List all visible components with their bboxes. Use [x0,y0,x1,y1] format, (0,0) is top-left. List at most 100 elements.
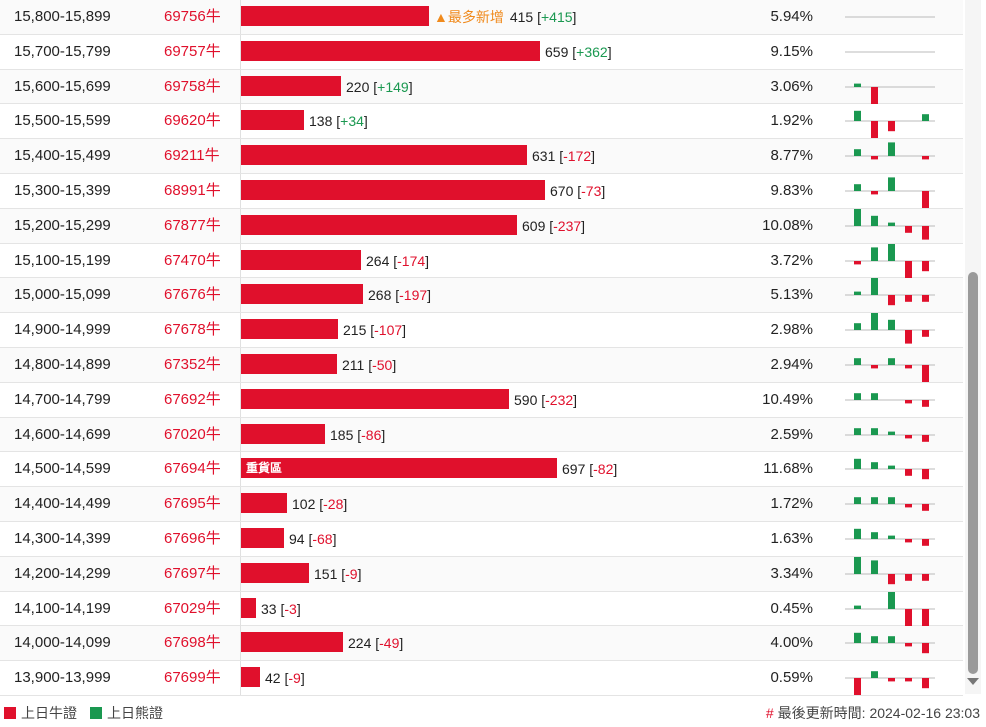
table-row[interactable]: 15,600-15,699 69758牛 220 [+149] 3.06% [0,69,963,105]
table-row[interactable]: 13,900-13,999 67699牛 42 [-9] 0.59% [0,661,963,696]
bar-value: 264 [-174] [366,252,430,269]
warrant-code-link[interactable]: 67676牛 [164,286,221,304]
table-row[interactable]: 14,700-14,799 67692牛 590 [-232] 10.49% [0,382,963,418]
sparkline-bar [922,156,929,160]
scroll-down-arrow-icon[interactable] [967,678,979,685]
outstanding-value: 264 [366,252,390,269]
sparkline-bar [922,190,929,208]
warrant-code-link[interactable]: 69757牛 [164,42,221,60]
warrant-code-link[interactable]: 67697牛 [164,564,221,582]
sparkline-chart [845,177,935,208]
daily-change: +362 [576,43,608,60]
outstanding-bar [241,40,540,61]
outstanding-value: 609 [522,217,546,234]
bar-value: ▲最多新增 415 [+415] [434,9,577,25]
bar-area: 670 [-73] [240,173,761,208]
sparkline-bar [854,358,861,365]
warrant-code-link[interactable]: 67470牛 [164,251,221,269]
bar-area: 94 [-68] [240,521,761,556]
table-row[interactable]: 15,400-15,499 69211牛 631 [-172] 8.77% [0,139,963,174]
sparkline-bar [922,608,929,626]
sparkline-chart [845,591,935,626]
warrant-code-link[interactable]: 67352牛 [164,355,221,373]
table-row[interactable]: 14,900-14,999 67678牛 215 [-107] 2.98% [0,313,963,348]
table-row[interactable]: 14,500-14,599 67694牛 重貨區 697 [-82] 11.68% [0,452,963,488]
warrant-code-link[interactable]: 67695牛 [164,495,221,513]
warrant-code-link[interactable]: 67699牛 [164,669,221,687]
table-row[interactable]: 15,700-15,799 69757牛 659 [+362] 9.15% [0,34,963,70]
bar-area: 重貨區 697 [-82] [240,452,761,487]
table-row[interactable]: 15,300-15,399 68991牛 670 [-73] 9.83% [0,173,963,209]
hash-icon: # [765,705,774,721]
table-row[interactable]: 15,500-15,599 69620牛 138 [+34] 1.92% [0,104,963,140]
table-row[interactable]: 15,000-15,099 67676牛 268 [-197] 5.13% [0,278,963,314]
sparkline-bar [871,190,878,195]
bar-value: 215 [-107] [343,322,407,339]
warrant-code-link[interactable]: 67698牛 [164,634,221,652]
scroll-thumb[interactable] [968,272,978,674]
percentage: 5.13% [770,286,813,304]
table-row[interactable]: 14,600-14,699 67020牛 185 [-86] 2.59% [0,417,963,453]
sparkline-bar [905,399,912,404]
table-row[interactable]: 14,000-14,099 67698牛 224 [-49] 4.00% [0,626,963,662]
outstanding-value: 151 [314,565,338,582]
sparkline-bar [871,121,878,139]
table-row[interactable]: 14,400-14,499 67695牛 102 [-28] 1.72% [0,487,963,522]
warrant-code-link[interactable]: 67678牛 [164,321,221,339]
outstanding-value: 102 [292,496,316,513]
outstanding-bar: 重貨區 [241,458,557,479]
strike-range: 15,100-15,199 [14,251,111,269]
outstanding-bar [241,75,341,96]
sparkline-chart [845,243,935,278]
daily-change: -107 [374,322,403,339]
warrant-code-link[interactable]: 69756牛 [164,8,221,25]
outstanding-bar [241,597,256,618]
last-updated: # 最後更新時間: 2024-02-16 23:03 [766,705,980,721]
strike-range: 15,000-15,099 [14,286,111,304]
outstanding-value: 631 [532,148,556,165]
strike-range: 15,800-15,899 [14,8,111,25]
daily-change: +415 [541,9,573,25]
warrant-code-link[interactable]: 69758牛 [164,77,221,95]
warrant-code-link[interactable]: 69620牛 [164,112,221,130]
table-row[interactable]: 15,100-15,199 67470牛 264 [-174] 3.72% [0,243,963,279]
warrant-code-link[interactable]: 67020牛 [164,425,221,443]
table-row[interactable]: 14,800-14,899 67352牛 211 [-50] 2.94% [0,347,963,383]
table-row[interactable]: 14,200-14,299 67697牛 151 [-9] 3.34% [0,556,963,592]
warrant-code-link[interactable]: 67694牛 [164,460,221,478]
legend-bear: 上日熊證 [90,705,163,721]
strike-range: 14,500-14,599 [14,460,111,478]
sparkline-bar [854,678,861,696]
percentage: 3.72% [770,251,813,269]
table-row[interactable]: 14,300-14,399 67696牛 94 [-68] 1.63% [0,521,963,557]
warrant-code-link[interactable]: 67696牛 [164,529,221,547]
warrant-code-link[interactable]: 67877牛 [164,216,221,234]
outstanding-bar [241,353,337,374]
table-row[interactable]: 14,100-14,199 67029牛 33 [-3] 0.45% [0,591,963,627]
warrant-code-link[interactable]: 67029牛 [164,599,221,617]
legend-bear-swatch [90,707,102,719]
sparkline-bar [871,313,878,331]
outstanding-value: 185 [330,426,354,443]
bar-area: 264 [-174] [240,243,761,278]
strike-range: 15,700-15,799 [14,42,111,60]
warrant-code-link[interactable]: 68991牛 [164,181,221,199]
outstanding-bar [241,110,304,131]
percentage: 3.34% [770,564,813,582]
bar-area: 211 [-50] [240,347,761,382]
outstanding-bar [241,145,527,166]
sparkline-bar [888,465,895,470]
sparkline-bar [871,497,878,505]
warrant-code-link[interactable]: 67692牛 [164,390,221,408]
table-row[interactable]: 15,200-15,299 67877牛 609 [-237] 10.08% [0,208,963,244]
outstanding-value: 220 [346,78,370,95]
sparkline-bar [854,556,861,574]
bar-value: 185 [-86] [330,426,386,443]
daily-change: -50 [372,356,393,373]
strike-range: 14,900-14,999 [14,321,111,339]
table-row[interactable]: 15,800-15,899 69756牛 ▲最多新增 415 [+415] 5.94% [0,0,963,35]
percentage: 0.59% [770,669,813,687]
sparkline-bar [922,225,929,240]
warrant-code-link[interactable]: 69211牛 [164,147,220,165]
vertical-scrollbar[interactable] [965,0,981,694]
